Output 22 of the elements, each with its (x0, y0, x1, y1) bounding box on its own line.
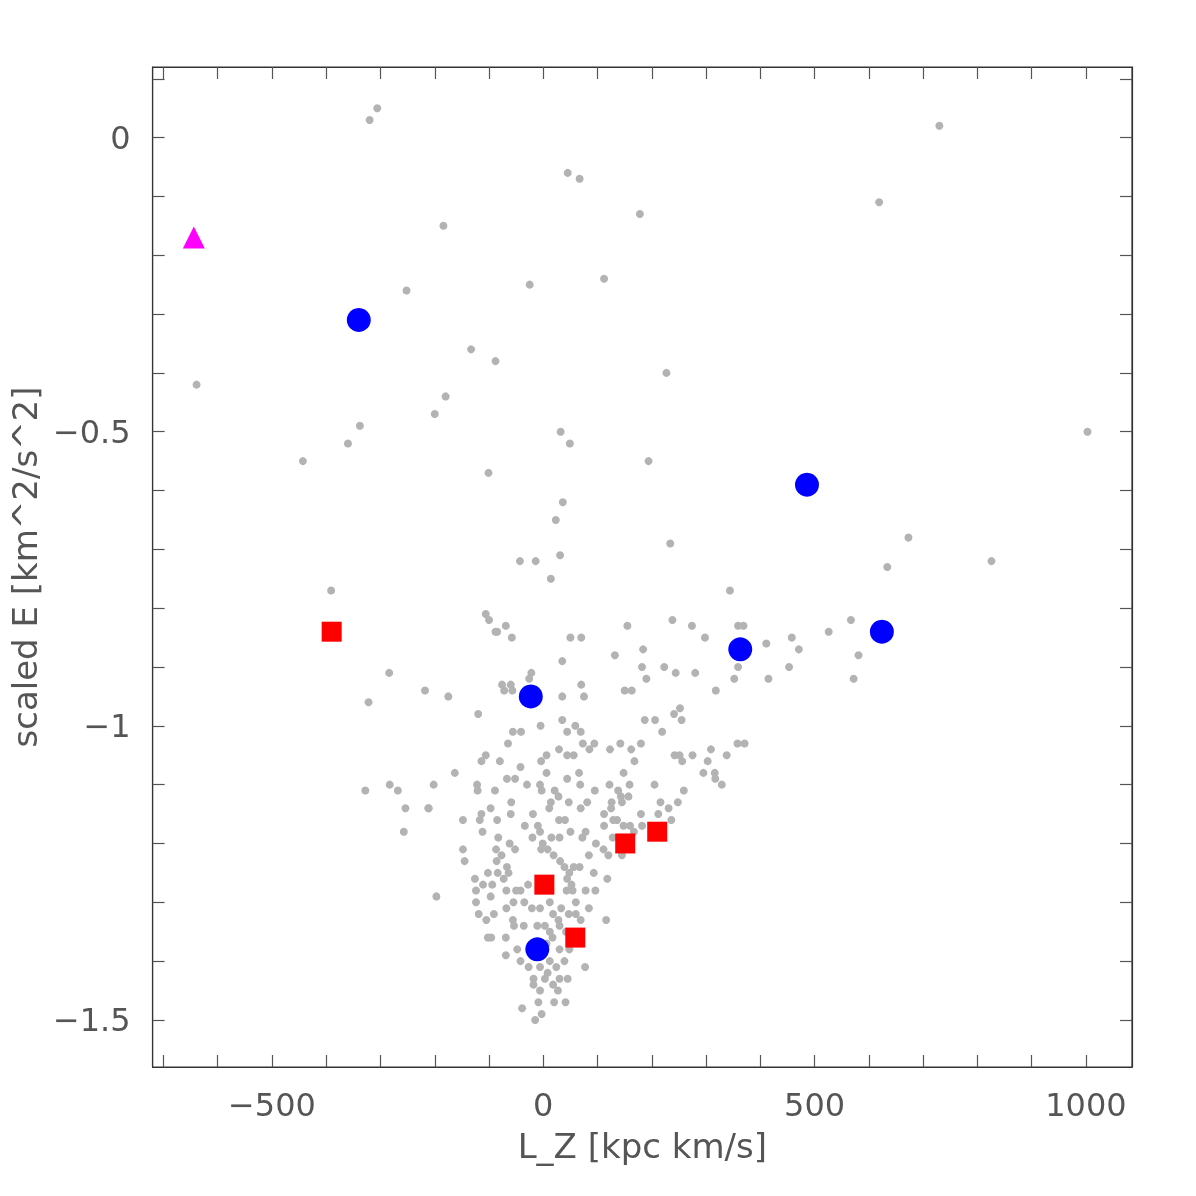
point (518, 684, 543, 709)
point (647, 821, 668, 842)
x-axis-title: L_Z [kpc km/s] (517, 1126, 767, 1166)
x-tick-label: 500 (784, 1086, 846, 1124)
x-tick-label: 1000 (1045, 1086, 1127, 1124)
y-axis-title: scaled E [km^2/s^2] (5, 386, 45, 748)
y-tick-label: −1 (83, 706, 131, 745)
y-tick-label: −0.5 (52, 412, 131, 451)
point (565, 927, 586, 948)
point (534, 874, 555, 895)
y-tick-label: −1.5 (52, 1000, 131, 1039)
point (615, 833, 636, 854)
x-tick-label: −500 (228, 1086, 316, 1124)
point (795, 472, 819, 497)
point (182, 226, 205, 249)
point (728, 637, 753, 662)
point (321, 621, 342, 642)
point (346, 307, 371, 332)
point (525, 937, 550, 962)
x-tick-label: 0 (533, 1086, 554, 1124)
y-tick-label: 0 (110, 118, 131, 157)
point (869, 619, 894, 644)
